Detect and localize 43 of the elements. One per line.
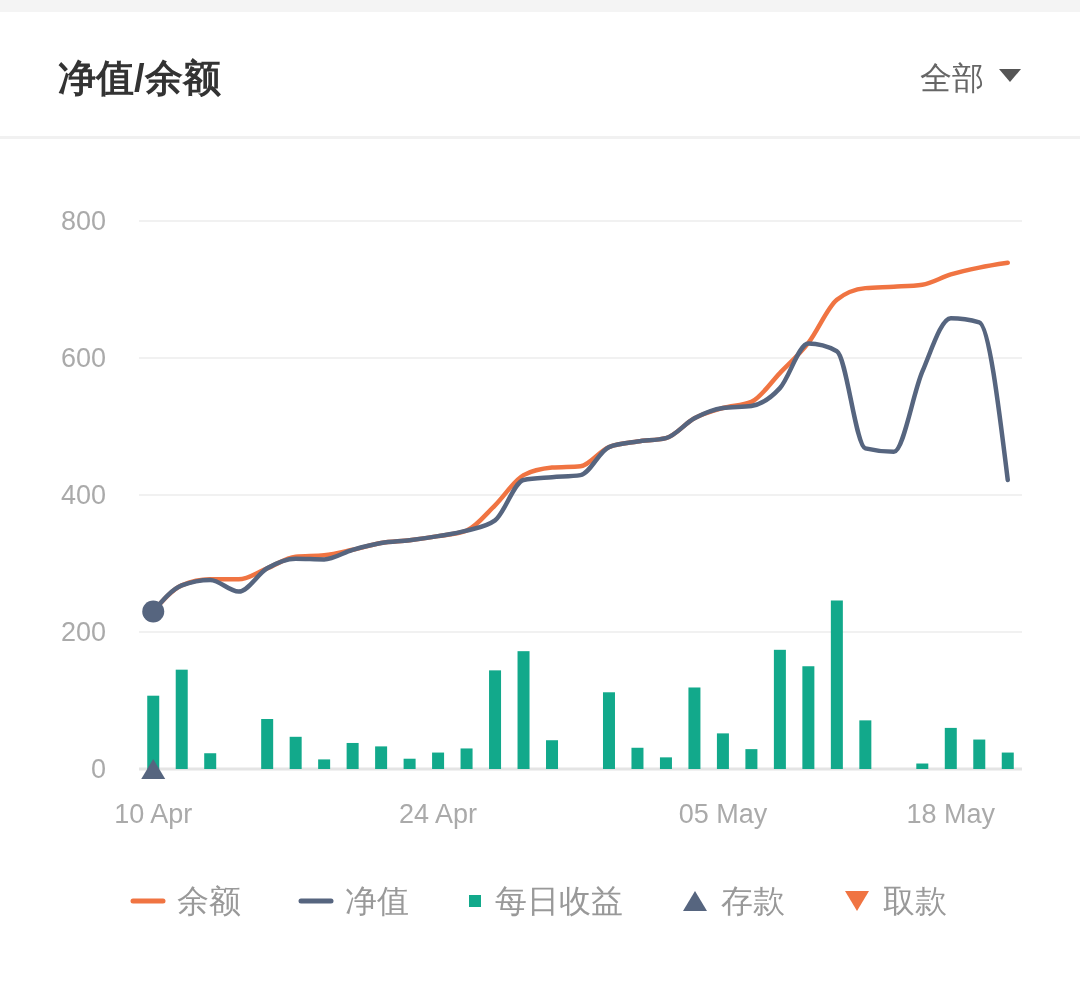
- legend-label: 每日收益: [495, 883, 623, 919]
- bar: [802, 666, 815, 769]
- chart-title: 净值/余额: [58, 57, 221, 99]
- bar: [916, 763, 929, 769]
- bar: [716, 733, 729, 769]
- y-tick-label: 600: [60, 343, 106, 373]
- bar: [175, 669, 188, 769]
- bar: [944, 727, 957, 769]
- bar: [318, 759, 331, 769]
- bar: [375, 746, 388, 769]
- legend-label: 存款: [721, 883, 785, 919]
- bar: [745, 749, 758, 769]
- legend-label: 余额: [177, 883, 241, 919]
- bar: [489, 670, 502, 769]
- bar: [773, 649, 786, 769]
- y-tick-label: 800: [60, 206, 106, 236]
- y-tick-label: 200: [60, 617, 106, 647]
- x-tick-label: 10 Apr: [114, 799, 193, 829]
- bar: [688, 687, 701, 769]
- bar: [973, 739, 986, 769]
- bar: [460, 748, 473, 769]
- bar: [204, 753, 217, 769]
- y-tick-label: 0: [90, 754, 106, 784]
- x-tick-label: 24 Apr: [399, 799, 478, 829]
- text: 全部: [920, 60, 984, 96]
- bar: [1001, 752, 1014, 769]
- bar: [546, 740, 559, 769]
- bar: [517, 651, 530, 769]
- bar: [631, 747, 644, 769]
- legend-label: 净值: [345, 883, 409, 919]
- y-tick-label: 400: [60, 480, 106, 510]
- bar: [659, 757, 672, 769]
- bar: [289, 736, 302, 769]
- bar: [403, 758, 416, 769]
- bar: [346, 742, 359, 769]
- bar: [261, 719, 274, 769]
- x-tick-label: 05 May: [678, 799, 768, 829]
- bar: [602, 692, 615, 769]
- x-tick-label: 18 May: [906, 799, 996, 829]
- bar: [432, 752, 445, 769]
- bar: [830, 600, 843, 769]
- legend-label: 取款: [883, 883, 947, 919]
- bar: [859, 720, 872, 769]
